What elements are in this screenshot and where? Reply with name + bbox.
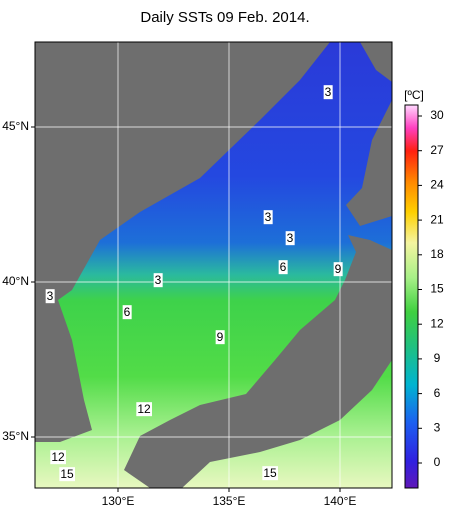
map bbox=[35, 42, 392, 488]
land-hokkaido bbox=[346, 100, 392, 226]
contour-label-bg bbox=[263, 210, 273, 225]
colorbar-tick-label: 30 bbox=[430, 108, 444, 122]
contour-label-bg bbox=[262, 466, 278, 481]
contour-label: 6 bbox=[280, 260, 287, 274]
contour-label: 3 bbox=[265, 210, 272, 224]
colorbar-tick-label: 24 bbox=[430, 178, 444, 192]
colorbar-tick-label: 3 bbox=[434, 420, 441, 434]
land-japan bbox=[124, 235, 392, 488]
contour-label-bg bbox=[59, 467, 75, 482]
colorbar-tick-label: 21 bbox=[430, 212, 444, 226]
colorbar-tick-label: 12 bbox=[430, 316, 444, 330]
contour-label: 3 bbox=[287, 231, 294, 245]
contour-label: 12 bbox=[137, 402, 151, 416]
contour-label: 9 bbox=[217, 330, 224, 344]
contour-label-bg bbox=[278, 260, 288, 275]
lat-label: 35°N bbox=[2, 429, 29, 443]
lon-label: 135°E bbox=[213, 494, 246, 508]
map-title: Daily SSTs 09 Feb. 2014. bbox=[140, 9, 309, 26]
lon-label: 130°E bbox=[102, 494, 135, 508]
colorbar-tick-label: 15 bbox=[430, 282, 444, 296]
contour-label-bg bbox=[215, 330, 225, 345]
contour-label-bg bbox=[333, 262, 343, 277]
contour-label-bg bbox=[122, 305, 132, 320]
contour-label-bg bbox=[45, 289, 55, 304]
colorbar bbox=[404, 104, 419, 489]
lat-label: 40°N bbox=[2, 274, 29, 288]
contour-label: 15 bbox=[60, 467, 74, 481]
land-asia bbox=[35, 42, 330, 442]
contour-label: 3 bbox=[325, 85, 332, 99]
colorbar-tick-label: 0 bbox=[434, 455, 441, 469]
colorbar-tick-label: 18 bbox=[430, 247, 444, 261]
land-sakhalin bbox=[360, 42, 392, 82]
colorbar-tick-label: 6 bbox=[434, 386, 441, 400]
colorbar-unit: [ºC] bbox=[404, 88, 424, 102]
contour-label-bg bbox=[285, 231, 295, 246]
contour-label-bg bbox=[153, 273, 163, 288]
contour-label: 3 bbox=[155, 273, 162, 287]
contour-label-bg bbox=[50, 450, 66, 465]
lat-label: 45°N bbox=[2, 119, 29, 133]
contour-label: 15 bbox=[263, 466, 277, 480]
contour-label: 12 bbox=[51, 450, 65, 464]
colorbar-tick-label: 9 bbox=[434, 351, 441, 365]
contour-label-bg bbox=[136, 402, 152, 417]
contour-label: 9 bbox=[335, 262, 342, 276]
lon-label: 140°E bbox=[324, 494, 357, 508]
contour-label: 3 bbox=[47, 289, 54, 303]
colorbar-tick-label: 27 bbox=[430, 143, 444, 157]
contour-label-bg bbox=[323, 85, 333, 100]
contour-label: 6 bbox=[124, 305, 131, 319]
map-frame bbox=[34, 41, 393, 489]
